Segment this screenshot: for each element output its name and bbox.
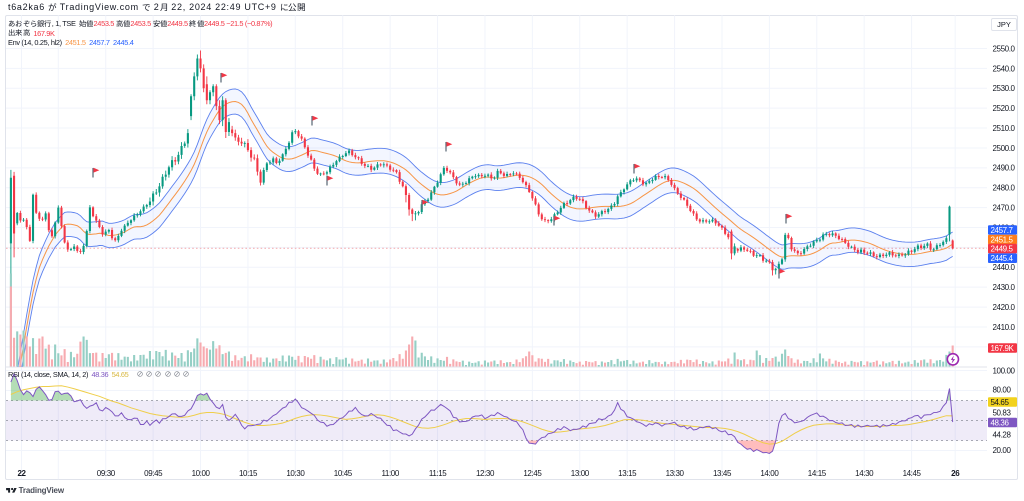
- svg-text:14:15: 14:15: [808, 469, 827, 478]
- svg-text:2445.4: 2445.4: [991, 254, 1014, 263]
- svg-text:2449.5: 2449.5: [991, 245, 1014, 254]
- svg-text:2451.5: 2451.5: [991, 235, 1014, 244]
- svg-text:14:45: 14:45: [903, 469, 922, 478]
- svg-text:100.00: 100.00: [993, 366, 1016, 375]
- svg-text:2540.0: 2540.0: [993, 64, 1016, 73]
- svg-text:14:30: 14:30: [855, 469, 874, 478]
- svg-text:26: 26: [951, 469, 960, 478]
- svg-text:13:30: 13:30: [666, 469, 685, 478]
- svg-text:22: 22: [17, 469, 26, 478]
- svg-text:2530.0: 2530.0: [993, 84, 1016, 93]
- svg-text:2420.0: 2420.0: [993, 303, 1016, 312]
- svg-text:11:15: 11:15: [429, 469, 447, 478]
- svg-text:10:30: 10:30: [286, 469, 305, 478]
- svg-text:09:30: 09:30: [97, 469, 116, 478]
- svg-text:44.28: 44.28: [993, 430, 1012, 439]
- svg-text:2430.0: 2430.0: [993, 283, 1016, 292]
- svg-text:09:45: 09:45: [144, 469, 163, 478]
- svg-text:2490.0: 2490.0: [993, 164, 1016, 173]
- svg-text:14:00: 14:00: [760, 469, 779, 478]
- svg-text:80.00: 80.00: [993, 385, 1012, 394]
- svg-text:13:00: 13:00: [571, 469, 590, 478]
- svg-text:13:45: 13:45: [713, 469, 732, 478]
- svg-text:48.36: 48.36: [991, 418, 1010, 427]
- svg-text:2457.7: 2457.7: [991, 226, 1014, 235]
- svg-text:11:00: 11:00: [381, 469, 399, 478]
- svg-text:10:45: 10:45: [334, 469, 353, 478]
- svg-text:2470.0: 2470.0: [993, 204, 1016, 213]
- svg-text:12:45: 12:45: [523, 469, 542, 478]
- svg-text:2520.0: 2520.0: [993, 104, 1016, 113]
- svg-text:2440.0: 2440.0: [993, 263, 1016, 272]
- svg-text:2510.0: 2510.0: [993, 124, 1016, 133]
- svg-text:167.9K: 167.9K: [991, 344, 1015, 353]
- svg-text:2550.0: 2550.0: [993, 44, 1016, 53]
- svg-text:2480.0: 2480.0: [993, 184, 1016, 193]
- svg-text:13:15: 13:15: [618, 469, 637, 478]
- svg-text:12:30: 12:30: [476, 469, 495, 478]
- svg-text:54.65: 54.65: [991, 398, 1010, 407]
- svg-text:2500.0: 2500.0: [993, 144, 1016, 153]
- svg-text:20.00: 20.00: [993, 446, 1012, 455]
- svg-text:10:00: 10:00: [192, 469, 211, 478]
- svg-text:50.83: 50.83: [993, 408, 1012, 417]
- svg-text:10:15: 10:15: [239, 469, 258, 478]
- svg-text:2410.0: 2410.0: [993, 323, 1016, 332]
